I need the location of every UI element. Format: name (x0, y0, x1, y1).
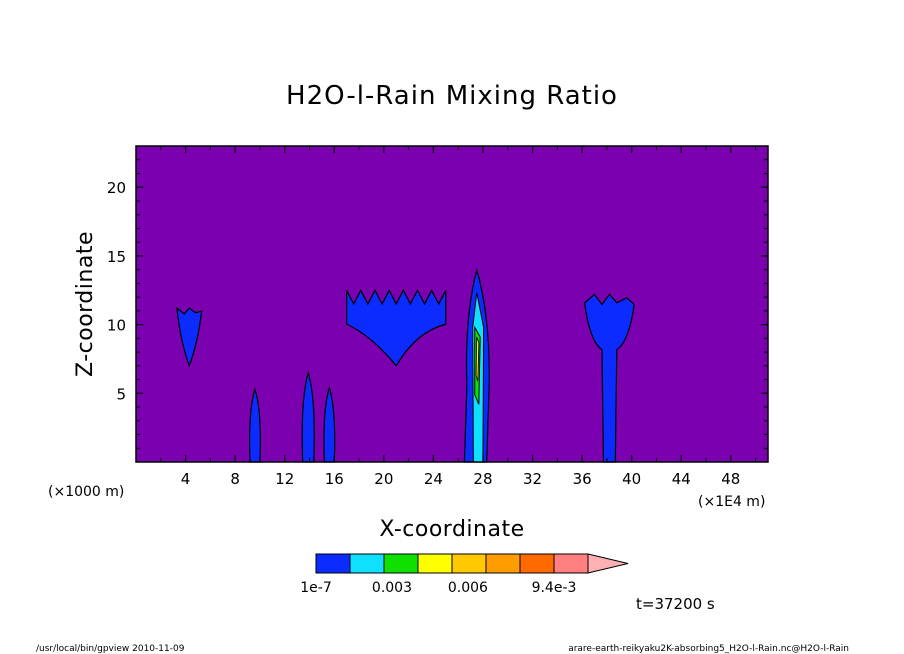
core-yellow (475, 336, 480, 382)
y-tick-label: 5 (116, 385, 126, 403)
y-axis-label: Z-coordinate (73, 231, 98, 377)
cloud-x4-fill (176, 306, 203, 368)
plot-frame (135, 145, 769, 463)
x-tick-label: 28 (473, 470, 492, 488)
x-tick-label: 16 (325, 470, 344, 488)
colorbar: 1e-7 0.003 0.006 9.4e-3 (300, 553, 629, 596)
x-tick-label: 48 (721, 470, 740, 488)
x-unit-left: (×1000 m) (48, 484, 124, 500)
y-tick-label: 20 (107, 179, 126, 197)
colorbar-box (451, 553, 487, 574)
core-x27.5 (463, 267, 490, 463)
x-unit-right: (×1E4 m) (698, 494, 765, 510)
plot-area (135, 145, 769, 463)
x-tick-label: 32 (523, 470, 542, 488)
colorbar-box (519, 553, 555, 574)
colorbar-label: 1e-7 (300, 580, 331, 596)
x-tick-label: 12 (275, 470, 294, 488)
cloud-x4 (176, 306, 203, 368)
chart-title: H2O-l-Rain Mixing Ratio (286, 81, 618, 111)
y-tick-label: 15 (107, 248, 126, 266)
time-label: t=37200 s (636, 595, 715, 613)
x-tick-label: 8 (230, 470, 240, 488)
cloud-layer (176, 267, 635, 463)
x-tick-label: 24 (424, 470, 443, 488)
cloud-x38 (583, 293, 635, 463)
footer-right: arare-earth-reikyaku2K-absorbing5_H2O-l-… (568, 644, 849, 654)
footer-left: /usr/local/bin/gpview 2010-11-09 (36, 644, 185, 654)
colorbar-box (553, 553, 589, 574)
colorbar-label: 0.003 (372, 580, 412, 596)
x-tick-label: 36 (573, 470, 592, 488)
x-tick-label: 4 (181, 470, 191, 488)
anvil-x21 (346, 288, 447, 367)
x-axis-label: X-coordinate (379, 517, 524, 542)
x-tick-label: 40 (622, 470, 641, 488)
colorbar-box (383, 553, 419, 574)
colorbar-box (349, 553, 385, 574)
colorbar-label: 0.006 (448, 580, 488, 596)
colorbar-box (315, 553, 351, 574)
cloud-x38-fill (583, 293, 635, 463)
x-tick-label: 20 (374, 470, 393, 488)
anvil-x21-fill (346, 288, 447, 367)
x-tick-label: 44 (672, 470, 691, 488)
colorbar-label: 9.4e-3 (532, 580, 577, 596)
colorbar-box (485, 553, 521, 574)
colorbar-extend-arrow (587, 553, 629, 574)
colorbar-box (417, 553, 453, 574)
y-tick-label: 10 (107, 317, 126, 335)
plot-background (136, 146, 768, 462)
